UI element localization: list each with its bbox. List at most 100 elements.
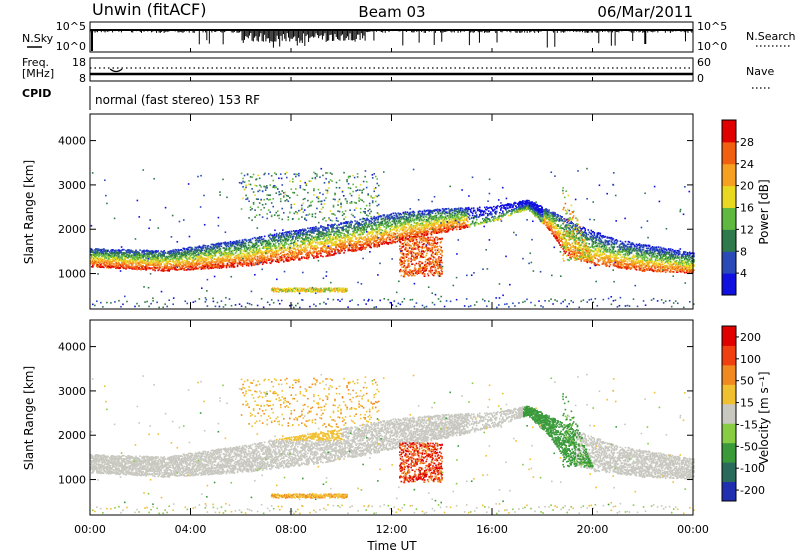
power-data-point xyxy=(245,263,248,265)
power-data-point xyxy=(260,243,263,245)
power-data-point xyxy=(321,235,323,238)
power-data-point xyxy=(219,242,222,245)
power-data-point xyxy=(280,247,283,250)
power-data-point xyxy=(373,245,376,248)
power-data-point xyxy=(219,248,222,250)
power-data-point xyxy=(375,216,378,219)
power-data-point xyxy=(189,263,192,266)
power-data-point xyxy=(135,260,137,263)
power-data-point xyxy=(286,256,289,258)
power-data-point xyxy=(393,217,396,219)
power-data-point xyxy=(106,261,108,264)
power-data-point xyxy=(206,255,209,258)
power-data-point xyxy=(261,243,264,246)
power-data-point xyxy=(191,257,194,259)
power-data-point xyxy=(257,241,260,243)
power-data-point xyxy=(312,247,314,250)
power-data-point xyxy=(139,265,141,267)
power-data-point xyxy=(331,251,333,253)
power-data-point xyxy=(368,226,370,228)
power-data-point xyxy=(302,248,304,251)
power-data-point xyxy=(274,255,277,258)
power-data-point xyxy=(345,246,347,249)
power-data-point xyxy=(175,268,178,271)
power-data-point xyxy=(187,257,190,260)
power-data-point xyxy=(289,251,292,254)
power-data-point xyxy=(325,255,327,258)
power-data-point xyxy=(277,240,280,242)
power-data-point xyxy=(97,248,99,250)
power-data-point xyxy=(207,254,210,257)
power-data-point xyxy=(104,255,106,257)
power-data-point xyxy=(308,239,310,242)
power-data-point xyxy=(220,252,223,254)
power-data-point xyxy=(383,225,386,228)
power-data-point xyxy=(261,256,264,259)
power-data-point xyxy=(236,247,239,249)
power-data-point xyxy=(211,257,214,259)
power-data-point xyxy=(279,256,282,258)
power-data-point xyxy=(353,225,355,227)
power-data-point xyxy=(355,240,357,243)
power-data-point xyxy=(126,264,128,266)
power-data-point xyxy=(278,243,281,245)
power-data-point xyxy=(342,243,344,245)
power-data-point xyxy=(158,259,160,262)
power-data-point xyxy=(166,261,168,263)
power-data-point xyxy=(394,222,397,224)
power-data-point xyxy=(342,245,344,248)
power-data-point xyxy=(198,263,201,265)
power-data-point xyxy=(344,222,346,225)
power-data-point xyxy=(228,261,231,264)
power-data-point xyxy=(208,262,211,265)
power-data-point xyxy=(292,251,294,254)
power-data-point xyxy=(134,261,136,263)
power-data-point xyxy=(304,242,306,244)
power-data-point xyxy=(340,250,342,252)
power-data-point xyxy=(278,239,281,242)
power-data-point xyxy=(130,250,132,252)
power-data-point xyxy=(136,266,138,269)
power-data-point xyxy=(180,249,183,251)
power-data-point xyxy=(326,234,328,237)
power-data-point xyxy=(355,238,357,241)
power-data-point xyxy=(333,253,335,256)
power-data-point xyxy=(202,266,205,269)
power-data-point xyxy=(364,226,366,228)
power-data-point xyxy=(297,237,299,240)
power-data-point xyxy=(149,267,151,270)
power-data-point xyxy=(346,233,348,236)
power-data-point xyxy=(228,247,231,249)
power-data-point xyxy=(351,227,353,230)
power-data-point xyxy=(121,260,123,262)
power-data-point xyxy=(285,253,288,256)
power-data-point xyxy=(239,250,242,253)
power-data-point xyxy=(257,245,260,247)
power-data-point xyxy=(398,233,401,235)
power-data-point xyxy=(174,251,177,253)
power-data-point xyxy=(111,256,113,259)
power-data-point xyxy=(144,260,146,262)
power-data-point xyxy=(204,259,207,261)
power-data-point xyxy=(95,256,97,258)
power-data-point xyxy=(391,223,394,226)
power-data-point xyxy=(297,256,299,259)
power-data-point xyxy=(311,242,313,244)
power-data-point xyxy=(301,253,303,255)
power-data-point xyxy=(358,238,360,241)
power-data-point xyxy=(405,226,408,229)
power-data-point xyxy=(341,229,343,232)
power-data-point xyxy=(365,221,367,224)
power-data-point xyxy=(351,247,353,249)
power-data-point xyxy=(266,242,269,245)
power-data-point xyxy=(247,241,250,244)
power-data-point xyxy=(157,250,159,252)
power-data-point xyxy=(300,240,302,243)
power-data-point xyxy=(182,265,185,268)
power-data-point xyxy=(316,237,318,240)
power-data-point xyxy=(131,250,133,252)
power-data-point xyxy=(186,248,189,250)
power-data-point xyxy=(383,223,386,225)
power-data-point xyxy=(291,256,293,259)
power-data-point xyxy=(249,250,252,253)
